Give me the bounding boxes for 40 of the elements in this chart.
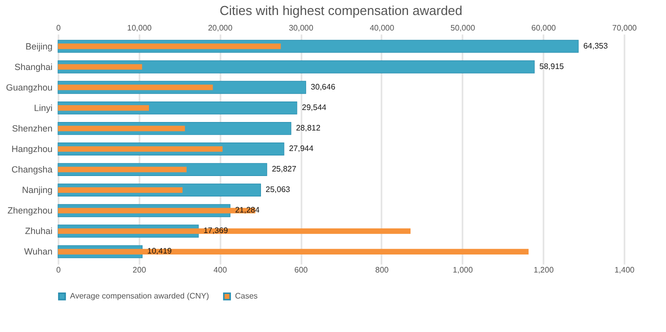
x2-tick-label: 70,000 xyxy=(612,24,638,32)
y-tick-label: Zhuhai xyxy=(24,226,52,236)
data-label: 25,827 xyxy=(272,164,297,174)
legend-label: Cases xyxy=(235,291,258,300)
x-tick-label: 1,400 xyxy=(614,266,636,274)
data-label: 25,063 xyxy=(266,185,291,194)
y-tick-label: Beijing xyxy=(25,41,52,52)
y-tick-label: Changsha xyxy=(11,164,52,175)
x-tick-label: 0 xyxy=(56,266,62,274)
x-tick-label: 1,200 xyxy=(534,266,554,274)
y-tick-label: Hangzhou xyxy=(11,144,52,154)
x-tick-label: 200 xyxy=(132,266,147,274)
y-tick-label: Guangzhou xyxy=(6,82,52,92)
data-label: 58,915 xyxy=(539,62,564,71)
chart-title: Cities with highest compensation awarded xyxy=(220,3,462,18)
x2-tick-label: 0 xyxy=(56,24,62,32)
legend-label: Average compensation awarded (CNY) xyxy=(70,291,210,300)
x-tick-label: 400 xyxy=(214,266,228,274)
data-label: 10,419 xyxy=(147,246,172,256)
x-tick-label: 1,000 xyxy=(452,266,474,274)
y-tick-label: Wuhan xyxy=(24,246,52,257)
data-label: 28,812 xyxy=(296,123,321,132)
data-label: 17,369 xyxy=(203,226,228,236)
x-tick-label: 600 xyxy=(294,266,308,274)
x2-tick-label: 50,000 xyxy=(450,24,476,32)
y-tick-label: Shenzhen xyxy=(12,123,52,134)
y-tick-label: Linyi xyxy=(34,102,52,113)
y-tick-label: Nanjing xyxy=(22,185,52,196)
x2-tick-label: 10,000 xyxy=(127,24,152,32)
x2-tick-label: 20,000 xyxy=(208,24,233,32)
x-tick-label: 800 xyxy=(375,266,390,274)
data-label: 27,944 xyxy=(288,144,314,153)
y-tick-label: Zhengzhou xyxy=(7,206,52,216)
x2-tick-label: 40,000 xyxy=(370,24,395,32)
data-label: 29,544 xyxy=(302,102,327,112)
y-tick-label: Shanghai xyxy=(14,62,52,72)
x2-tick-label: 60,000 xyxy=(531,24,556,32)
data-label: 30,646 xyxy=(310,82,336,92)
x2-tick-label: 30,000 xyxy=(288,24,314,32)
data-label: 64,353 xyxy=(583,41,608,50)
